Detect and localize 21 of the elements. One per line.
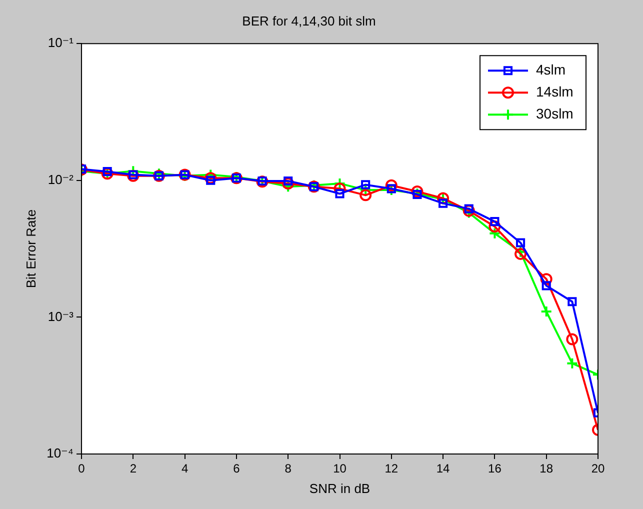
x-tick-label: 14 xyxy=(436,462,450,476)
legend-label: 30slm xyxy=(536,105,574,122)
x-tick-label: 20 xyxy=(591,462,605,476)
y-tick-label: 10⁻² xyxy=(48,172,74,187)
x-axis-title: SNR in dB xyxy=(309,480,370,496)
x-tick-label: 18 xyxy=(540,462,554,476)
chart-title: BER for 4,14,30 bit slm xyxy=(242,13,376,28)
y-axis-title: Bit Error Rate xyxy=(23,209,38,288)
x-tick-label: 6 xyxy=(233,462,240,476)
legend-label: 14slm xyxy=(536,83,574,100)
y-tick-label: 10⁻³ xyxy=(48,308,74,324)
y-tick-label: 10⁻⁴ xyxy=(46,446,74,461)
x-tick-label: 0 xyxy=(78,462,86,476)
legend-label: 4slm xyxy=(536,61,566,78)
x-tick-label: 2 xyxy=(130,462,137,476)
x-tick-label: 16 xyxy=(488,462,502,476)
x-tick-label: 8 xyxy=(284,462,292,476)
x-tick-label: 12 xyxy=(384,462,398,476)
y-tick-label: 10⁻¹ xyxy=(48,35,74,50)
x-tick-label: 10 xyxy=(333,462,347,476)
x-tick-label: 4 xyxy=(181,462,188,476)
